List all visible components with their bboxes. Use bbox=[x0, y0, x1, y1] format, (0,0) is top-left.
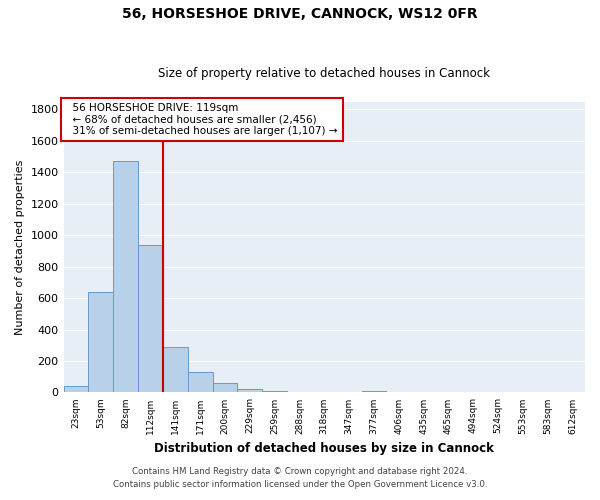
Text: 56, HORSESHOE DRIVE, CANNOCK, WS12 0FR: 56, HORSESHOE DRIVE, CANNOCK, WS12 0FR bbox=[122, 8, 478, 22]
X-axis label: Distribution of detached houses by size in Cannock: Distribution of detached houses by size … bbox=[154, 442, 494, 455]
Bar bbox=[238, 390, 262, 392]
Bar bbox=[64, 386, 88, 392]
Y-axis label: Number of detached properties: Number of detached properties bbox=[15, 160, 25, 334]
Bar bbox=[163, 347, 188, 393]
Text: Contains HM Land Registry data © Crown copyright and database right 2024.
Contai: Contains HM Land Registry data © Crown c… bbox=[113, 468, 487, 489]
Bar bbox=[113, 162, 138, 392]
Bar bbox=[362, 391, 386, 392]
Bar bbox=[88, 292, 113, 392]
Bar bbox=[138, 244, 163, 392]
Text: 56 HORSESHOE DRIVE: 119sqm
  ← 68% of detached houses are smaller (2,456)
  31% : 56 HORSESHOE DRIVE: 119sqm ← 68% of deta… bbox=[66, 103, 338, 136]
Title: Size of property relative to detached houses in Cannock: Size of property relative to detached ho… bbox=[158, 66, 490, 80]
Bar bbox=[262, 391, 287, 392]
Bar bbox=[212, 383, 238, 392]
Bar bbox=[188, 372, 212, 392]
